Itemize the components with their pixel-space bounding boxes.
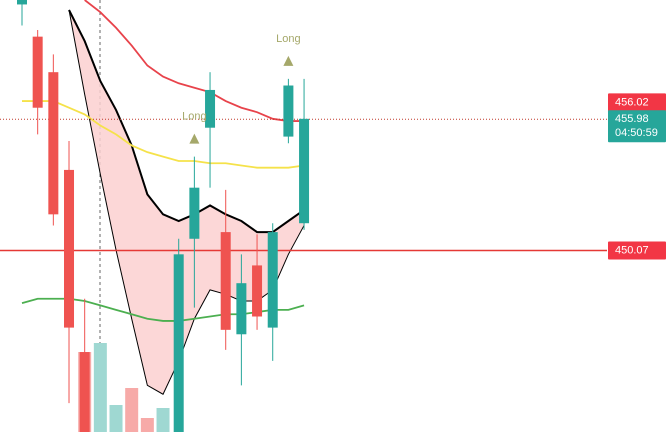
candle-body [79,352,90,432]
countdown-label: 04:50:59 [615,127,658,139]
volume-bar [140,418,154,432]
axis-layer: 456.02 455.98 04:50:59 450.07 [608,93,666,260]
candle-body [17,0,27,5]
indicator-line [84,0,305,122]
candle-body [299,118,310,224]
candle-body [252,265,263,317]
candle-body [283,85,294,137]
candle-body [32,36,43,108]
indicator-line [22,100,305,169]
candle-body [236,283,247,335]
volume-bar [109,405,123,432]
candle-body [48,72,59,215]
price-badge [608,241,666,260]
price-badge [608,93,666,112]
volume-bar [93,343,107,432]
price-badge [608,110,666,143]
candles-layer [17,0,310,432]
band-fill [69,9,305,395]
volume-bar [125,388,139,432]
candle-body [220,232,231,330]
candle-body [64,169,75,328]
price-badge-label: 455.98 [615,113,649,125]
signal-label: Long [182,110,206,122]
band-lower-line [68,9,305,395]
signal-marker [189,133,200,144]
signal-label: Long [276,33,300,45]
candle-body [267,232,278,328]
candle-body [205,89,216,128]
candle-body [189,187,200,239]
signal-marker [283,55,294,66]
price-badge-label: 450.07 [615,244,649,256]
volume-bar [156,408,170,432]
band-layer [68,9,305,395]
band-upper-line [68,9,305,234]
signals-layer: Long Long [182,33,301,144]
candle-body [173,254,184,432]
price-badge-label: 456.02 [615,96,649,108]
